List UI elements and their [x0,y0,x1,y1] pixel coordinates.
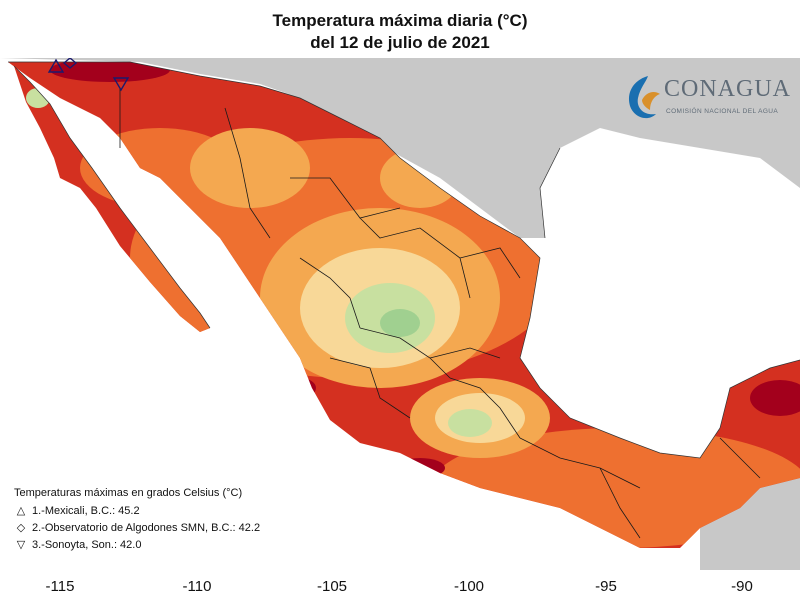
legend: Temperaturas máximas en grados Celsius (… [14,485,260,554]
x-tick-label: -100 [453,578,485,595]
legend-item-text: 1.-Mexicali, B.C.: 45.2 [32,505,140,517]
state-borders [119,88,761,539]
logo-subtitle: COMISIÓN NACIONAL DEL AGUA [666,108,779,115]
legend-item-text: 2.-Observatorio de Algodones SMN, B.C.: … [32,522,261,534]
legend-heading: Temperaturas máximas en grados Celsius (… [14,487,243,499]
diamond-icon: ◇ [16,522,26,534]
legend-item: △ 1.-Mexicali, B.C.: 45.2 [14,503,260,520]
coastline [8,61,800,459]
mexicali-marker [47,58,65,73]
conagua-logo: CONAGUA COMISIÓN NACIONAL DEL AGUA [620,70,800,126]
triangle-down-icon: ▽ [16,539,26,551]
legend-item: ▽ 3.-Sonoyta, Son.: 42.0 [14,537,260,554]
legend-item-text: 3.-Sonoyta, Son.: 42.0 [32,539,142,551]
algodones-marker [62,58,78,69]
legend-item: ◇ 2.-Observatorio de Algodones SMN, B.C.… [14,520,260,537]
x-tick-label: -110 [182,578,212,595]
map-subtitle: del 12 de julio de 2021 [310,33,490,52]
map-title: Temperatura máxima diaria (°C) [272,11,528,30]
logo-name: CONAGUA [664,76,791,102]
temperature-map [0,58,800,570]
x-tick-label: -115 [45,578,75,595]
conagua-emblem-icon [628,76,660,119]
station-markers [47,58,130,92]
x-tick-label: -105 [316,578,348,595]
x-tick-label: -90 [731,578,753,595]
sonoyta-marker [112,77,130,92]
triangle-up-icon: △ [16,505,26,517]
x-tick-label: -95 [595,578,617,595]
